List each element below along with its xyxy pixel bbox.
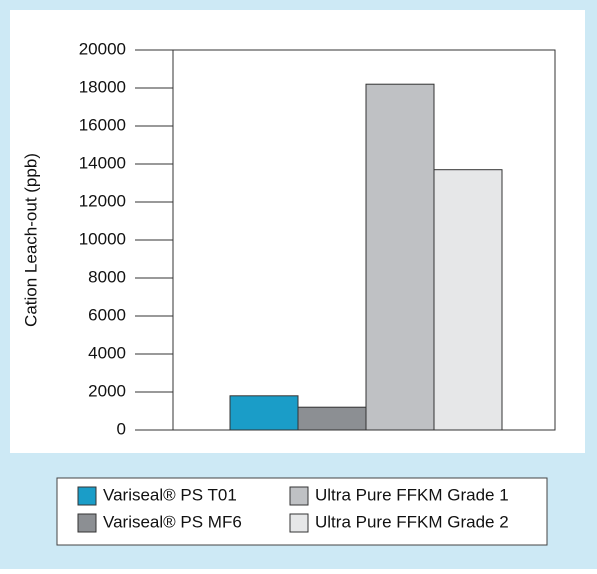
y-tick-label: 20000: [79, 39, 126, 58]
y-tick-label: 18000: [79, 77, 126, 96]
y-tick-label: 8000: [88, 267, 126, 286]
y-tick-label: 6000: [88, 305, 126, 324]
bar: [297, 406, 367, 431]
y-tick-label: 16000: [79, 115, 126, 134]
bar: [433, 169, 503, 431]
y-tick-label: 12000: [79, 191, 126, 210]
y-axis-label: Cation Leach-out (ppb): [21, 153, 40, 327]
legend-label: Ultra Pure FFKM Grade 1: [315, 485, 509, 504]
legend-label: Variseal® PS MF6: [103, 512, 242, 531]
y-tick-label: 10000: [79, 229, 126, 248]
y-tick-label: 14000: [79, 153, 126, 172]
y-tick-label: 2000: [88, 381, 126, 400]
y-tick-label: 0: [117, 419, 126, 438]
legend-swatch: [77, 486, 97, 506]
bar: [229, 395, 299, 431]
bar: [365, 83, 435, 431]
y-tick-label: 4000: [88, 343, 126, 362]
legend-label: Ultra Pure FFKM Grade 2: [315, 512, 509, 531]
legend-swatch: [289, 513, 309, 533]
legend-swatch: [289, 486, 309, 506]
legend-label: Variseal® PS T01: [103, 485, 237, 504]
legend-swatch: [77, 513, 97, 533]
